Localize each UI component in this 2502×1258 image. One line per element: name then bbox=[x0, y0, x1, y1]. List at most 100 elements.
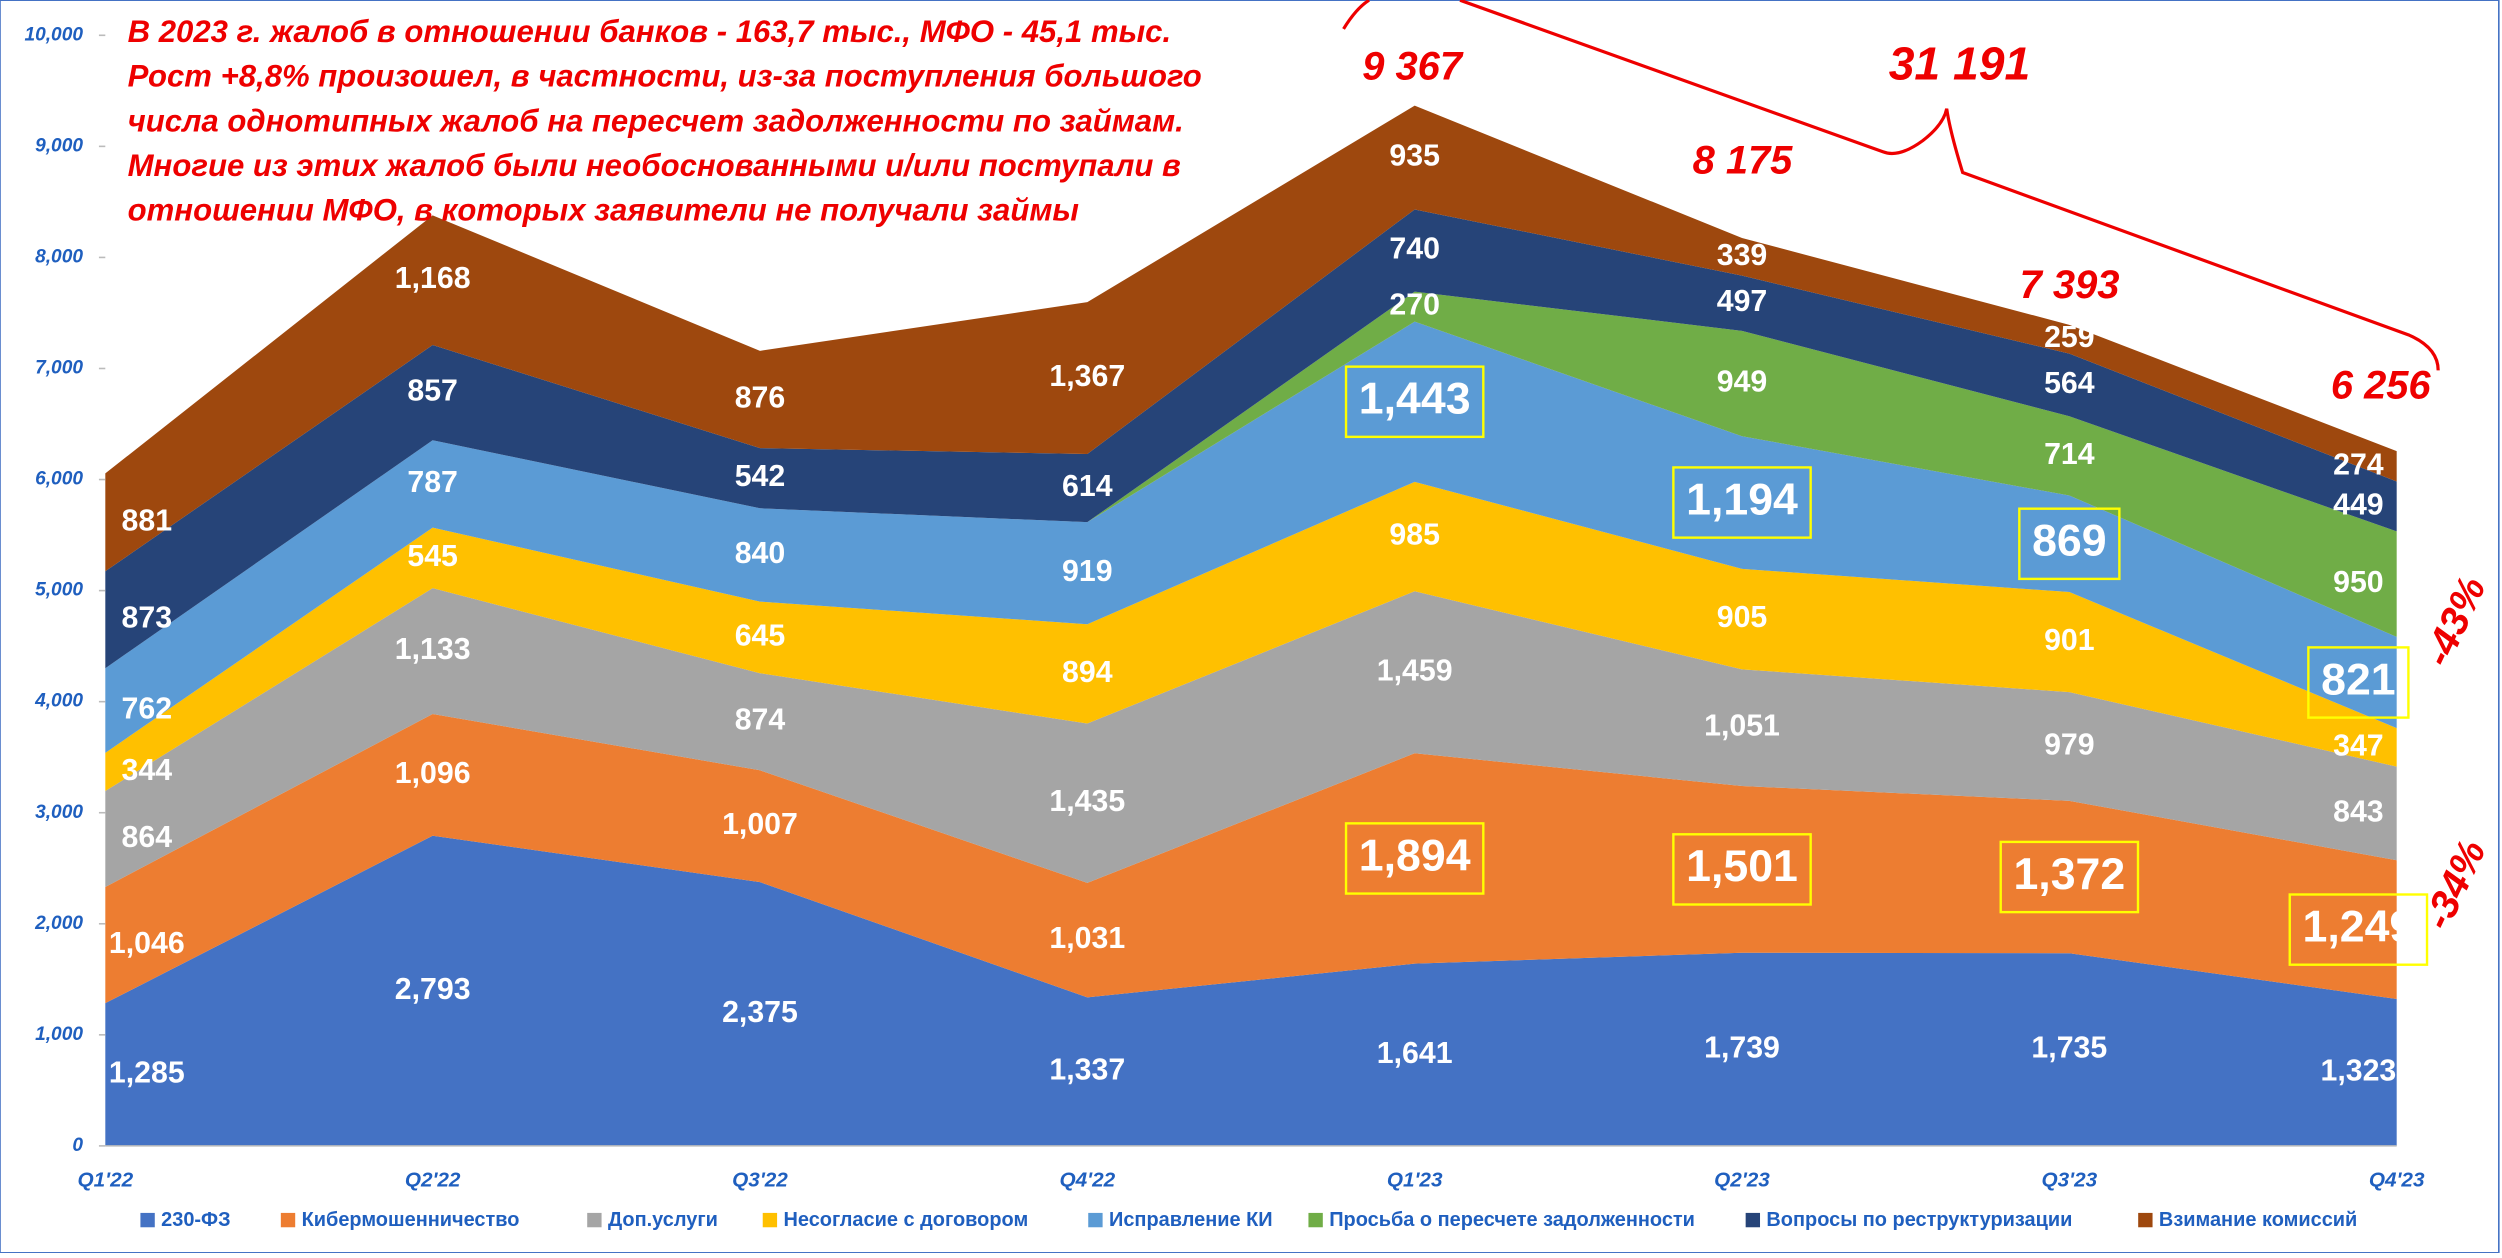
data-label: 843 bbox=[2333, 795, 2384, 828]
annotation: 6 256 bbox=[2331, 363, 2432, 407]
label-box bbox=[1344, 822, 1485, 895]
data-label: 1,194 bbox=[1686, 475, 1798, 524]
bracket bbox=[1459, 0, 2440, 371]
area bbox=[105, 105, 2397, 572]
data-label: 347 bbox=[2333, 729, 2384, 762]
data-label: 1,894 bbox=[1359, 831, 1471, 880]
legend-swatch bbox=[1745, 1212, 1761, 1228]
note: отношении МФО, в которых заявители не по… bbox=[128, 193, 1080, 228]
data-label: 645 bbox=[735, 619, 786, 652]
annotation: 9 367 bbox=[1362, 44, 1464, 88]
data-label: 564 bbox=[2044, 367, 2095, 400]
label-box bbox=[2018, 507, 2121, 581]
data-label: 497 bbox=[1717, 285, 1768, 318]
area bbox=[105, 713, 2397, 1004]
annotation: 8 175 bbox=[1693, 138, 1794, 182]
data-label: 542 bbox=[735, 460, 786, 493]
data-label: 1,323 bbox=[2320, 1054, 2396, 1087]
x-tick-label: Q3'22 bbox=[732, 1168, 788, 1191]
y-tick-label: 9,000 bbox=[35, 135, 83, 156]
data-label: 949 bbox=[1717, 366, 1768, 399]
label-box bbox=[2307, 646, 2410, 719]
plot-area bbox=[105, 105, 2397, 1146]
data-label: 979 bbox=[2044, 728, 2095, 761]
x-tick-label: Q2'22 bbox=[405, 1168, 461, 1191]
data-label: 740 bbox=[1389, 233, 1440, 266]
data-label: 1,443 bbox=[1359, 375, 1471, 424]
data-label: 1,051 bbox=[1704, 710, 1780, 743]
x-tick-label: Q2'23 bbox=[1714, 1168, 1770, 1191]
data-label: 545 bbox=[407, 540, 458, 573]
data-label: 1,031 bbox=[1049, 922, 1125, 955]
area bbox=[105, 321, 2397, 753]
note: числа однотипных жалоб на пересчет задол… bbox=[128, 103, 1184, 138]
y-tick-label: 7,000 bbox=[35, 358, 83, 379]
note: Многие из этих жалоб были необоснованным… bbox=[128, 148, 1181, 183]
data-label: 762 bbox=[122, 693, 173, 726]
annotation: 31 191 bbox=[1889, 37, 2031, 89]
data-label: 869 bbox=[2032, 517, 2107, 566]
x-tick-label: Q3'23 bbox=[2042, 1168, 2098, 1191]
data-label: 714 bbox=[2044, 438, 2095, 471]
label-box bbox=[1999, 840, 2140, 914]
y-tick-label: 0 bbox=[72, 1135, 83, 1156]
data-label: 876 bbox=[735, 381, 786, 414]
legend-swatch bbox=[280, 1212, 296, 1228]
note: Рост +8,8% произошел, в частности, из-за… bbox=[128, 59, 1202, 94]
data-label: 2,793 bbox=[395, 973, 471, 1006]
data-label: 1,007 bbox=[722, 808, 798, 841]
label-box bbox=[1672, 833, 1812, 906]
data-label: 1,435 bbox=[1049, 785, 1125, 818]
legend-label: Кибермошенничество bbox=[302, 1209, 520, 1231]
legend-label: Доп.услуги bbox=[608, 1209, 718, 1231]
y-tick-label: 1,000 bbox=[35, 1024, 83, 1045]
data-label: 1,641 bbox=[1377, 1037, 1453, 1070]
y-tick-label: 3,000 bbox=[35, 802, 83, 823]
data-label: 874 bbox=[735, 704, 786, 737]
data-label: 1,285 bbox=[109, 1057, 185, 1090]
data-label: 787 bbox=[407, 466, 458, 499]
label-box bbox=[1672, 466, 1812, 539]
data-label: 270 bbox=[1389, 289, 1440, 322]
bracket bbox=[1342, 0, 1370, 30]
data-label: 881 bbox=[122, 504, 173, 537]
legend-label: Взимание комиссий bbox=[2159, 1209, 2357, 1231]
x-tick-label: Q4'22 bbox=[1060, 1168, 1116, 1191]
x-tick-label: Q1'22 bbox=[77, 1168, 133, 1191]
label-box bbox=[1344, 365, 1485, 439]
data-label: 614 bbox=[1062, 470, 1113, 503]
data-label: 894 bbox=[1062, 656, 1113, 689]
area bbox=[105, 588, 2397, 888]
area bbox=[105, 835, 2397, 1146]
legend-label: Несогласие с договором bbox=[783, 1209, 1028, 1231]
legend-label: Просьба о пересчете задолженности bbox=[1329, 1209, 1695, 1231]
legend-swatch bbox=[2138, 1212, 2153, 1228]
label-box bbox=[2288, 893, 2429, 966]
data-label: 1,501 bbox=[1686, 842, 1798, 891]
data-label: 2,375 bbox=[722, 996, 798, 1029]
legend-swatch bbox=[1088, 1212, 1103, 1228]
data-label: 857 bbox=[407, 375, 458, 408]
data-label: 1,459 bbox=[1377, 654, 1453, 687]
legend-swatch bbox=[1308, 1212, 1323, 1228]
data-label: 1,133 bbox=[395, 633, 471, 666]
data-label: 821 bbox=[2321, 655, 2396, 704]
data-label: 950 bbox=[2333, 566, 2384, 599]
data-label: 935 bbox=[1389, 140, 1440, 173]
data-label: 344 bbox=[122, 754, 173, 787]
data-label: 1,337 bbox=[1049, 1054, 1125, 1087]
x-tick-label: Q1'23 bbox=[1387, 1168, 1443, 1191]
note: В 2023 г. жалоб в отношении банков - 163… bbox=[128, 14, 1171, 49]
data-label: 1,096 bbox=[395, 757, 471, 790]
data-label: 840 bbox=[735, 537, 786, 570]
data-label: 1,046 bbox=[109, 927, 185, 960]
data-label: 259 bbox=[2044, 321, 2095, 354]
legend-label: Вопросы по реструктуризации bbox=[1766, 1209, 2072, 1231]
y-tick-label: 5,000 bbox=[35, 580, 83, 601]
data-label: 449 bbox=[2333, 488, 2384, 521]
data-label: 274 bbox=[2333, 448, 2384, 481]
data-label: 919 bbox=[1062, 555, 1113, 588]
data-label: 1,168 bbox=[395, 262, 471, 295]
legend-swatch bbox=[587, 1212, 602, 1228]
